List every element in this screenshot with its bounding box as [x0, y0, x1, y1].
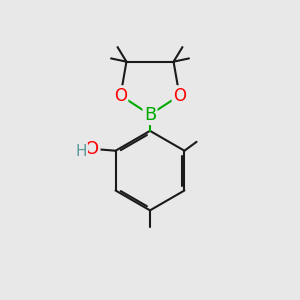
Text: O: O [173, 86, 186, 104]
Text: B: B [144, 106, 156, 124]
Text: H: H [75, 144, 87, 159]
Text: O: O [85, 140, 99, 158]
Text: O: O [114, 86, 127, 104]
